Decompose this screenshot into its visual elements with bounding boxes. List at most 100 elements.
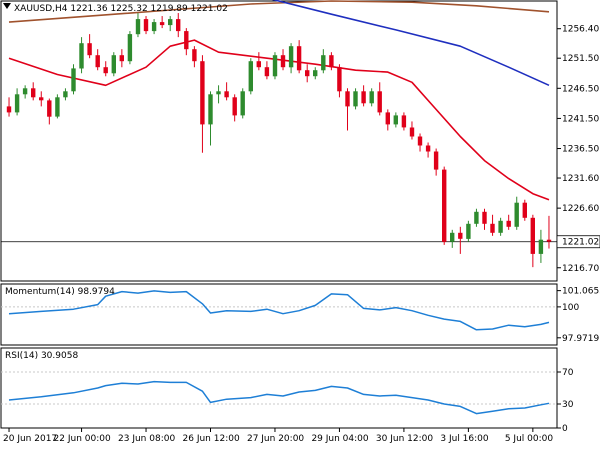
candle [458, 226, 463, 254]
candle [313, 67, 318, 80]
candle [216, 85, 221, 104]
candle [232, 94, 237, 122]
candle [47, 98, 52, 125]
panel-frames [0, 0, 558, 429]
candle [369, 88, 374, 107]
candle-body [353, 91, 358, 107]
candle [337, 64, 342, 98]
candle [22, 85, 28, 99]
candle [159, 16, 165, 29]
candle [192, 46, 197, 68]
candle [425, 142, 431, 158]
candle [55, 94, 60, 119]
candle-body [272, 55, 278, 77]
grid-lines [1, 241, 557, 405]
rsi-tick-label: 0 [562, 424, 568, 434]
candle [63, 88, 68, 101]
candle [71, 64, 76, 95]
price-tick-label: 1226.60 [562, 204, 599, 214]
candle [530, 214, 535, 268]
candle-body [168, 19, 173, 26]
candle-body [79, 43, 84, 69]
candle-body [71, 68, 76, 92]
candle [450, 229, 455, 248]
candle [393, 112, 398, 128]
candle-body [63, 91, 68, 98]
candle [14, 88, 20, 116]
candle [111, 52, 116, 77]
ma-red-line [8, 39, 550, 201]
candle [377, 82, 382, 116]
time-tick-label: 23 Jun 08:00 [118, 434, 175, 444]
candle [224, 82, 229, 101]
candle [409, 121, 415, 140]
time-tick-label: 20 Jun 2017 [3, 434, 57, 444]
rsi-panel [8, 380, 550, 415]
candle-body [176, 19, 181, 32]
candle [6, 97, 12, 117]
candle-body [55, 97, 60, 117]
main-title: XAUUSD,H4 1221.36 1225.32 1219.89 1221.0… [14, 4, 228, 14]
rsi-line [8, 380, 550, 415]
candle-body [329, 55, 334, 68]
candle-body [135, 19, 141, 35]
candle-body [506, 220, 511, 227]
candle [143, 16, 149, 35]
candle [127, 31, 133, 65]
time-tick-label: 5 Jul 00:00 [505, 434, 554, 444]
candle [385, 109, 390, 131]
price-tick-label: 1241.50 [562, 114, 599, 124]
candle-body [47, 100, 52, 117]
time-tick-label: 3 Jul 16:00 [440, 434, 489, 444]
momentum-tick-label: 101.0655 [562, 287, 600, 297]
candle-body [22, 88, 28, 95]
candle [135, 13, 141, 38]
candle-body [200, 61, 205, 125]
candle-body [393, 115, 398, 125]
candle-body [256, 61, 261, 68]
price-tick-label: 1216.70 [562, 264, 599, 274]
candle-body [143, 19, 149, 32]
candle [39, 91, 44, 107]
candle-body [305, 70, 310, 77]
candle-body [280, 55, 286, 68]
candle [95, 49, 100, 71]
candle [248, 58, 253, 95]
candle-body [409, 127, 415, 137]
candle-body [425, 145, 431, 152]
candle-body [498, 220, 503, 233]
candle-body [103, 67, 108, 74]
price-axis: 1256.40 1251.50 1246.50 1241.50 1236.50 1231.… [556, 25, 600, 434]
panel-frame-2 [0, 347, 558, 429]
candle [546, 215, 552, 249]
candle [305, 64, 310, 83]
candle [490, 214, 495, 236]
ma-blue-line [271, 0, 550, 87]
candle [321, 49, 326, 74]
candle [474, 208, 479, 227]
candle-body [288, 46, 294, 68]
candle-body [466, 223, 471, 239]
momentum-tick-label: 100 [562, 303, 579, 313]
time-tick-label: 29 Jun 04:00 [311, 434, 368, 444]
candle-body [313, 70, 318, 77]
momentum-line [8, 290, 550, 331]
momentum-panel [8, 290, 550, 331]
time-tick-label: 30 Jun 12:00 [376, 434, 433, 444]
last-price-label: 1221.02 [562, 238, 599, 248]
candle-body [216, 91, 221, 95]
candle-body [530, 217, 535, 254]
price-tick-label: 1231.60 [562, 174, 599, 184]
candle-body [361, 91, 366, 104]
panel-frame-1 [0, 283, 558, 346]
candle-body [159, 22, 165, 26]
candle [498, 217, 503, 236]
candle-body [119, 55, 124, 62]
momentum-tick-label: 97.9719 [562, 334, 599, 344]
candle-body [369, 91, 374, 104]
candlesticks [6, 13, 552, 268]
candle-body [490, 223, 495, 233]
candle [353, 88, 358, 110]
candle-body [232, 97, 237, 116]
